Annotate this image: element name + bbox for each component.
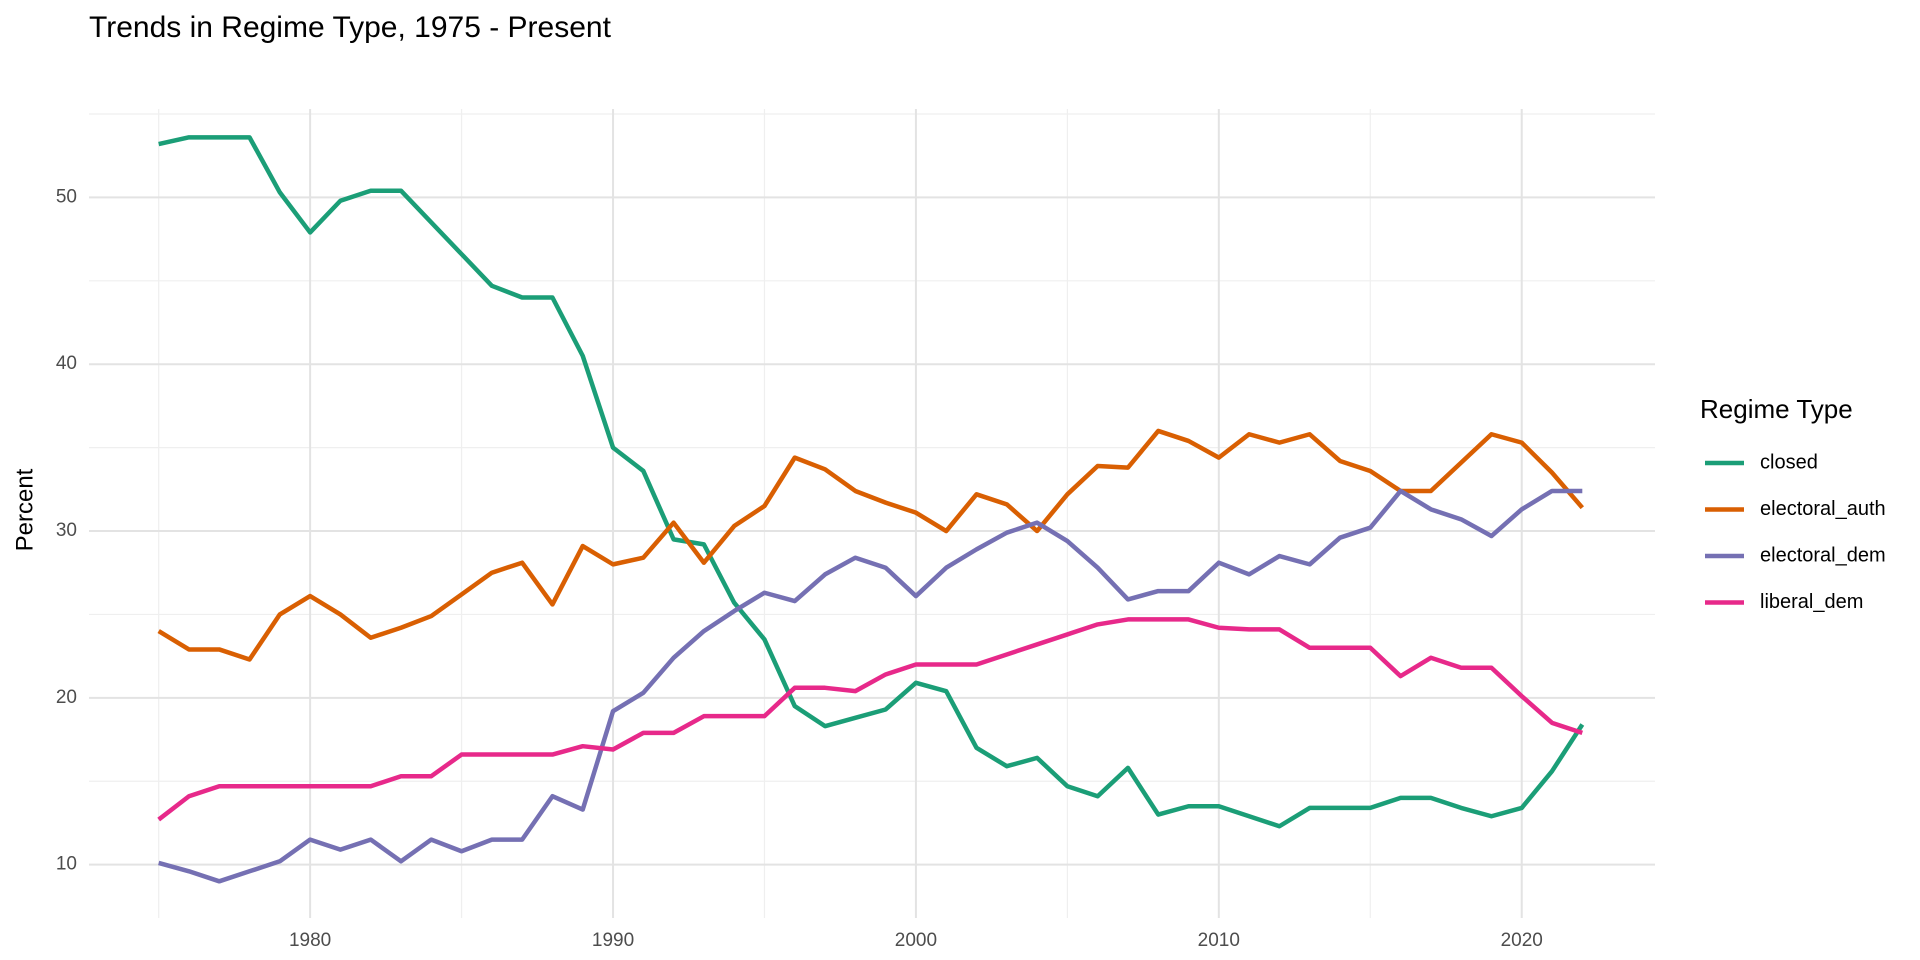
x-tick-label: 1990 [592,930,634,951]
legend-label: liberal_dem [1760,591,1863,613]
series-line [157,428,1585,662]
legend-title: Regime Type [1700,394,1853,424]
y-tick-label: 20 [56,687,77,708]
y-tick-label: 10 [56,854,77,875]
y-tick-label: 50 [56,186,77,207]
legend-label: electoral_auth [1760,498,1886,520]
y-tick-label: 30 [56,520,77,541]
x-tick-label: 2020 [1501,930,1543,951]
x-tick-label: 2010 [1198,930,1240,951]
x-tick-label: 2000 [895,930,937,951]
series-line [158,488,1583,884]
y-tick-label: 40 [56,353,77,374]
chart-title: Trends in Regime Type, 1975 - Present [89,11,612,44]
legend-label: electoral_dem [1760,544,1886,566]
legend-label: closed [1760,451,1818,473]
series-line [158,135,1585,829]
x-tick-label: 1980 [289,930,331,951]
series-line [157,617,1584,822]
y-axis-label: Percent [11,468,38,551]
